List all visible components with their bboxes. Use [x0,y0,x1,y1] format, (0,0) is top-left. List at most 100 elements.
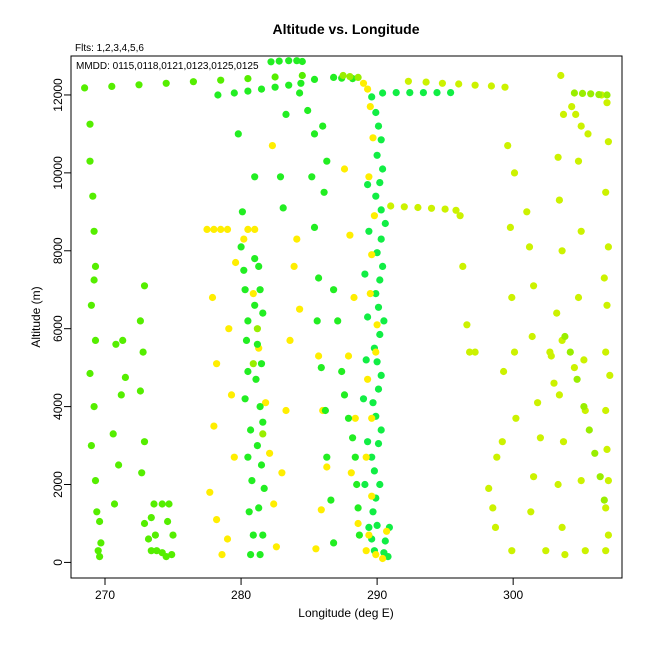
data-point-flight-1 [90,227,98,235]
data-point-flight-5 [603,99,611,107]
data-point-flight-2 [365,227,373,235]
data-point-flight-2 [384,553,392,561]
data-point-flight-2 [380,317,388,325]
data-point-flight-3 [350,293,358,302]
data-point-flight-5 [542,547,550,555]
data-point-flight-4 [251,255,259,263]
data-point-flight-4 [259,418,267,426]
data-point-flight-2 [379,262,387,270]
data-point-flight-4 [257,360,266,368]
data-point-flight-2 [376,330,384,339]
data-point-flight-5 [404,77,412,85]
data-point-flight-4 [340,391,349,399]
data-point-flight-5 [455,80,463,88]
data-point-flight-4 [334,317,342,325]
data-point-flight-6 [354,73,362,81]
data-point-flight-4 [257,85,266,93]
data-point-flight-1 [144,535,153,543]
data-point-flight-5 [466,348,474,356]
data-point-flight-4 [323,453,331,461]
data-point-flight-5 [523,208,531,216]
data-point-flight-5 [555,196,564,204]
data-point-flight-4 [259,531,267,539]
data-point-flight-1 [91,477,100,485]
data-point-flight-2 [381,219,389,228]
data-point-flight-3 [368,251,376,259]
data-point-flight-3 [370,212,378,220]
data-point-flight-4 [230,89,238,97]
data-point-flight-1 [217,76,225,84]
data-point-flight-3 [372,551,380,559]
data-point-flight-5 [604,138,613,146]
data-point-flight-5 [561,551,569,559]
data-point-flight-4 [355,531,363,539]
data-point-flight-3 [251,225,259,233]
data-point-flight-1 [168,551,176,559]
data-point-flight-2 [376,179,384,187]
data-point-flight-5 [534,399,542,407]
data-point-flight-1 [109,430,117,438]
data-point-flight-1 [169,531,177,539]
data-point-flight-3 [206,488,214,496]
y-tick-label: 6000 [51,315,65,342]
data-point-flight-2 [376,276,384,284]
data-point-flight-2 [377,426,385,434]
data-point-flight-2 [374,440,383,448]
data-point-flight-1 [96,517,104,526]
data-point-flight-1 [90,276,98,284]
data-point-flight-1 [112,340,120,348]
data-point-flight-5 [559,110,568,118]
data-point-flight-5 [471,348,479,356]
data-point-flight-4 [244,367,252,376]
data-point-flight-4 [296,89,304,97]
data-point-flight-4 [256,551,264,559]
data-point-flight-1 [119,336,127,344]
data-point-flight-5 [604,243,613,251]
data-point-flight-2 [368,453,376,461]
data-point-flight-3 [268,142,276,150]
data-point-flight-6 [259,430,267,438]
x-axis: 270 280 290 300 [95,577,523,602]
x-tick-label: 290 [367,588,387,602]
data-point-flight-1 [153,547,161,555]
data-point-flight-5 [498,438,506,446]
data-point-flight-1 [140,519,149,528]
y-tick-label: 10000 [51,156,65,190]
data-point-flight-5 [572,110,580,118]
data-point-flight-1 [91,336,100,344]
data-point-flight-1 [91,262,100,270]
data-point-flight-2 [373,249,381,257]
data-point-flight-2 [369,399,377,407]
data-point-flight-5 [528,332,536,341]
data-point-flight-1 [97,539,105,547]
data-point-flight-4 [344,414,353,422]
data-point-flight-3 [369,134,377,142]
data-point-flight-2 [392,89,400,97]
data-point-flight-4 [255,504,263,512]
data-point-flight-2 [364,181,372,189]
data-point-flight-5 [422,78,430,86]
data-point-flight-1 [164,517,172,526]
data-point-flight-4 [245,508,253,516]
data-point-flight-5 [527,508,535,516]
data-point-flight-1 [136,387,144,395]
data-point-flight-1 [115,461,123,469]
data-point-flight-5 [577,227,585,235]
data-point-flight-3 [290,262,298,270]
data-point-flight-2 [433,89,441,97]
data-point-flight-4 [237,243,245,251]
x-axis-label: Longitude (deg E) [298,606,393,620]
data-point-flight-3 [266,449,274,457]
data-point-flight-4 [330,73,338,81]
y-tick-label: 8000 [51,237,65,264]
data-point-flight-5 [506,223,514,231]
data-point-flight-4 [323,157,331,165]
data-point-flight-1 [147,547,155,555]
data-point-flight-5 [536,434,545,442]
data-point-flight-3 [232,258,240,267]
data-point-flight-2 [374,122,383,130]
plot-area [70,55,623,579]
data-point-flight-5 [554,480,562,489]
y-axis-label: Altitude (m) [29,286,43,347]
data-point-flight-4 [253,340,261,348]
